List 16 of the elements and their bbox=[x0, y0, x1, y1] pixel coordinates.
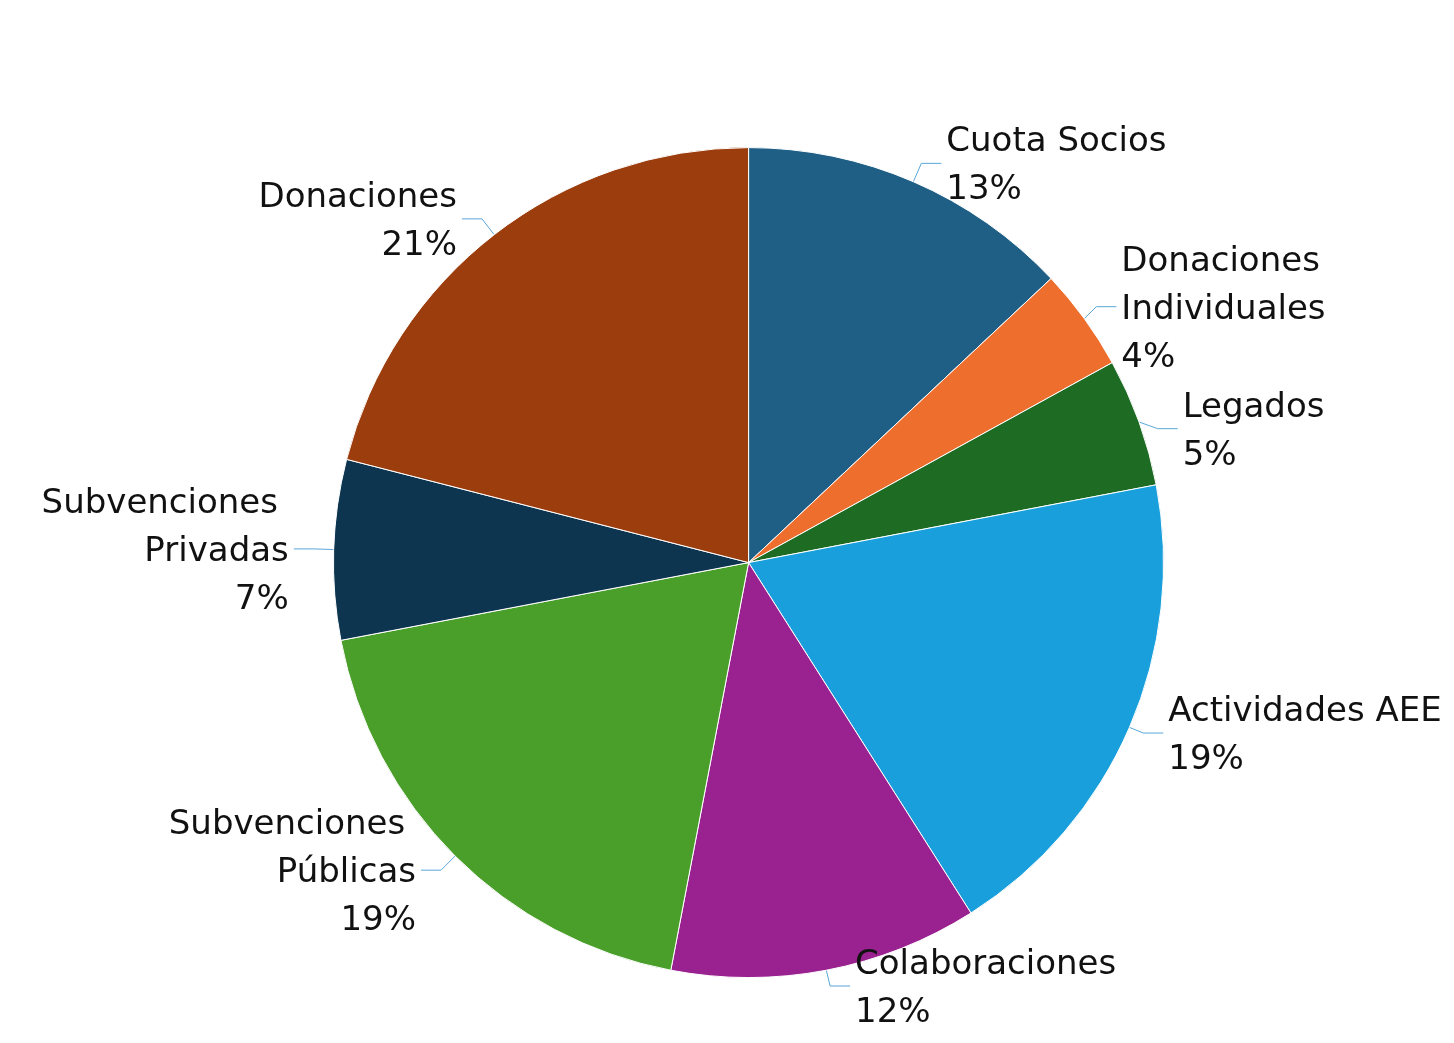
slice-label: Donaciones Individuales bbox=[1121, 238, 1331, 327]
data-label: 21% bbox=[381, 222, 457, 263]
slice-label: Cuota Socios bbox=[946, 119, 1167, 160]
slice-label: Legados bbox=[1182, 384, 1325, 425]
slice-label: Actividades AEE bbox=[1168, 689, 1442, 730]
data-label: 12% bbox=[855, 990, 931, 1030]
slice-label: Donaciones bbox=[258, 174, 457, 215]
slice-label: Subvenciones Públicas bbox=[168, 802, 416, 891]
data-label: 19% bbox=[1168, 737, 1244, 778]
slice-label: Subvenciones Privadas bbox=[41, 480, 289, 569]
data-label: 5% bbox=[1182, 432, 1237, 473]
data-label: 19% bbox=[340, 898, 416, 939]
slice-label: Colaboraciones bbox=[855, 942, 1117, 982]
data-label: 4% bbox=[1121, 334, 1176, 375]
data-label: 13% bbox=[946, 167, 1022, 208]
data-label: 7% bbox=[234, 576, 289, 617]
